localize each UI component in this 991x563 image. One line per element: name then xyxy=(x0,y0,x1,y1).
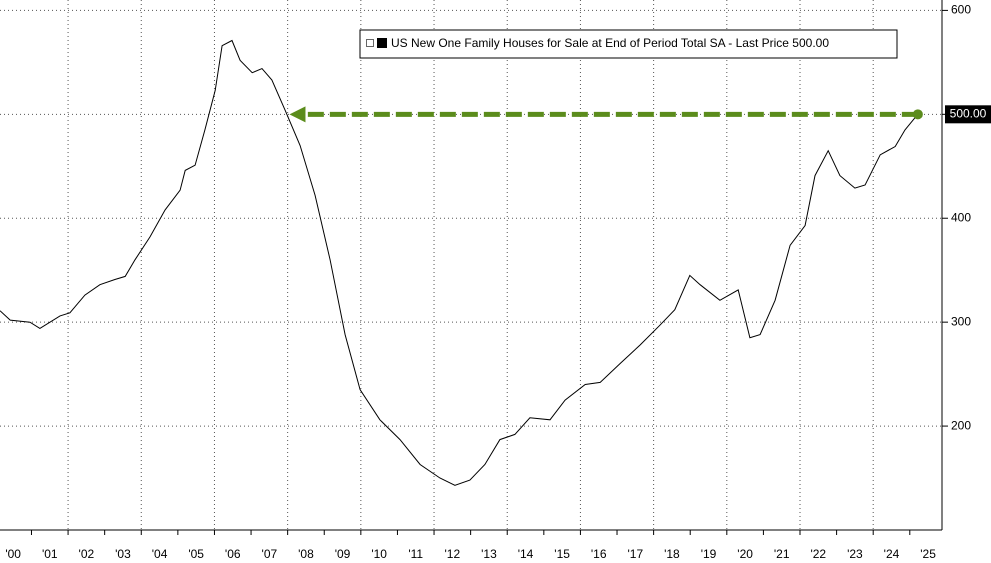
x-tick-label: '19 xyxy=(701,547,717,561)
x-tick-label: '16 xyxy=(591,547,607,561)
x-tick-label: '06 xyxy=(225,547,241,561)
legend-swatch xyxy=(377,38,387,48)
x-tick-label: '04 xyxy=(152,547,168,561)
y-tick-label: 400 xyxy=(951,210,971,224)
x-tick-label: '25 xyxy=(920,547,936,561)
x-tick-label: '09 xyxy=(335,547,351,561)
x-tick-label: '00 xyxy=(5,547,21,561)
y-tick-label: 300 xyxy=(951,314,971,328)
legend-label: US New One Family Houses for Sale at End… xyxy=(391,36,829,50)
x-tick-label: '17 xyxy=(627,547,643,561)
x-tick-label: '12 xyxy=(445,547,461,561)
x-tick-label: '02 xyxy=(79,547,95,561)
x-tick-label: '20 xyxy=(737,547,753,561)
arrow-head xyxy=(289,106,306,123)
x-tick-label: '24 xyxy=(884,547,900,561)
last-price-label: 500.00 xyxy=(950,106,987,120)
x-tick-label: '22 xyxy=(810,547,826,561)
x-tick-label: '11 xyxy=(408,547,423,561)
last-price-tag xyxy=(945,105,991,124)
x-tick-label: '15 xyxy=(554,547,570,561)
x-tick-label: '08 xyxy=(298,547,314,561)
x-tick-label: '03 xyxy=(115,547,131,561)
x-tick-label: '01 xyxy=(42,547,58,561)
x-tick-label: '23 xyxy=(847,547,863,561)
legend: US New One Family Houses for Sale at End… xyxy=(359,29,898,59)
y-tick-label: 200 xyxy=(951,418,971,432)
y-tick-label: 600 xyxy=(951,3,971,17)
x-tick-label: '18 xyxy=(664,547,680,561)
series-line xyxy=(0,39,919,486)
x-tick-label: '10 xyxy=(371,547,387,561)
x-tick-label: '07 xyxy=(262,547,278,561)
x-tick-label: '13 xyxy=(481,547,497,561)
last-point xyxy=(912,109,923,120)
x-tick-label: '21 xyxy=(774,547,790,561)
legend-toggle xyxy=(366,39,374,47)
legend-box xyxy=(359,29,898,59)
x-tick-label: '14 xyxy=(518,547,534,561)
x-tick-label: '05 xyxy=(188,547,204,561)
